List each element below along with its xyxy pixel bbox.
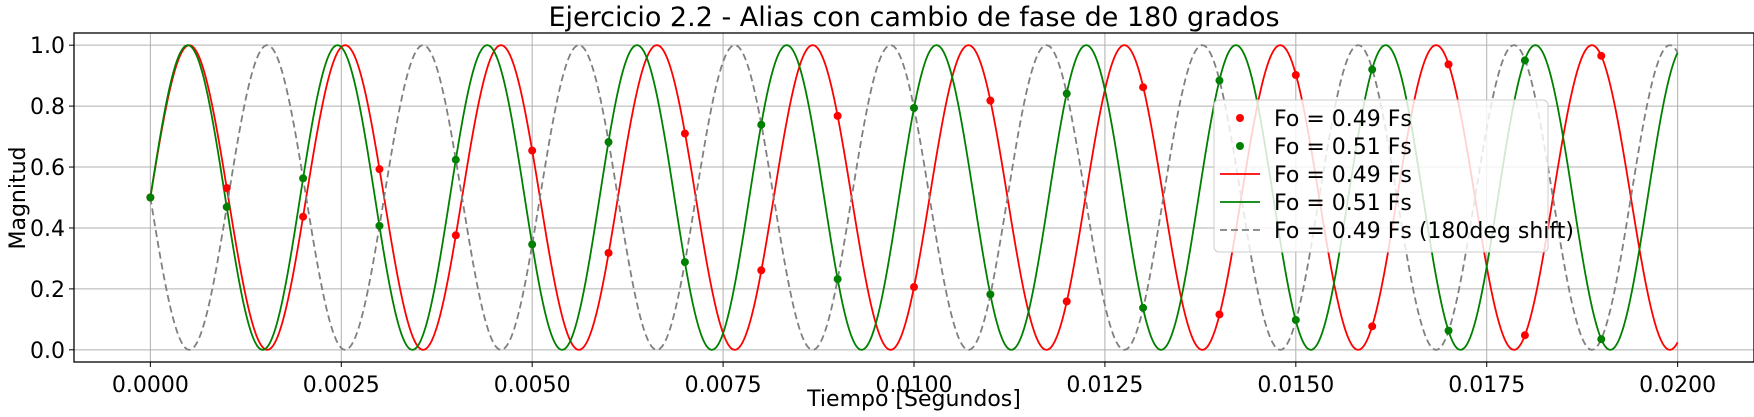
- sample-point-series-1: [833, 275, 842, 284]
- x-tick-label: 0.0200: [1639, 373, 1716, 398]
- y-tick-label: 0.4: [30, 217, 65, 242]
- sample-point-series-1: [375, 221, 384, 230]
- legend-box: [1213, 99, 1549, 253]
- sample-point-series-1: [910, 103, 918, 112]
- sample-point-series-1: [604, 138, 613, 147]
- legend-label: Fo = 0.51 Fs: [1274, 191, 1412, 216]
- sample-point-series-1: [680, 258, 689, 267]
- sample-point-series-0: [986, 96, 995, 105]
- sample-point-series-0: [1444, 60, 1453, 69]
- legend-label: Fo = 0.49 Fs (180deg shift): [1274, 219, 1574, 244]
- sample-point-series-0: [833, 111, 842, 120]
- x-tick-label: 0.0100: [876, 373, 953, 398]
- y-tick-label: 0.0: [30, 339, 65, 364]
- sample-point-series-0: [1062, 297, 1071, 306]
- plot-points: [146, 51, 1606, 344]
- sample-point-series-0: [680, 129, 689, 138]
- sample-point-series-1: [1444, 326, 1453, 335]
- y-axis-label: Magnitud: [6, 146, 31, 249]
- sample-point-series-0: [1597, 51, 1606, 60]
- legend-label: Fo = 0.49 Fs: [1274, 107, 1412, 132]
- sample-point-series-1: [986, 290, 995, 299]
- sample-point-series-0: [451, 231, 460, 240]
- sample-point-series-1: [1291, 315, 1300, 324]
- sample-point-series-0: [1291, 71, 1300, 80]
- legend-label: Fo = 0.49 Fs: [1274, 163, 1412, 188]
- legend-marker: [1236, 114, 1244, 122]
- sample-point-series-1: [299, 174, 308, 183]
- sample-point-series-1: [528, 240, 537, 249]
- sample-point-series-0: [757, 266, 766, 275]
- sample-point-series-0: [910, 283, 918, 292]
- y-tick-label: 0.6: [30, 156, 65, 181]
- sample-point-series-0: [528, 146, 537, 155]
- x-ticks: 0.0000 0.0025 0.0050 0.0075 0.0100 0.0125 0.01…: [112, 362, 1716, 398]
- x-tick-label: 0.0150: [1257, 373, 1334, 398]
- sample-point-series-1: [222, 202, 231, 211]
- y-tick-label: 0.8: [30, 95, 65, 120]
- x-tick-label: 0.0075: [685, 373, 762, 398]
- sample-point-series-0: [604, 248, 613, 257]
- sample-point-series-1: [146, 193, 155, 202]
- sample-point-series-0: [1215, 310, 1224, 319]
- sample-point-series-1: [757, 120, 766, 129]
- sample-point-series-1: [451, 155, 460, 164]
- sample-point-series-0: [1520, 331, 1529, 340]
- x-axis-label: Tiempo [Segundos]: [806, 387, 1021, 412]
- sample-point-series-0: [299, 212, 308, 221]
- legend-label: Fo = 0.51 Fs: [1274, 135, 1412, 160]
- sample-point-series-0: [1139, 83, 1148, 92]
- sample-point-series-1: [1368, 65, 1377, 74]
- chart-title: Ejercicio 2.2 - Alias con cambio de fase…: [548, 2, 1279, 33]
- x-tick-label: 0.0000: [112, 373, 189, 398]
- y-tick-label: 1.0: [30, 34, 65, 59]
- x-tick-label: 0.0050: [494, 373, 571, 398]
- x-tick-label: 0.0175: [1448, 373, 1525, 398]
- x-tick-label: 0.0125: [1066, 373, 1143, 398]
- sample-point-series-0: [222, 184, 231, 193]
- sample-point-series-1: [1215, 76, 1224, 85]
- sample-point-series-1: [1597, 335, 1606, 344]
- y-ticks: 0.0 0.2 0.4 0.6 0.8 1.0: [30, 34, 74, 364]
- legend: Fo = 0.49 Fs Fo = 0.51 Fs Fo = 0.49 Fs Fo =…: [1213, 99, 1574, 253]
- y-tick-label: 0.2: [30, 278, 65, 303]
- x-tick-label: 0.0025: [303, 373, 380, 398]
- sample-point-series-0: [375, 165, 384, 174]
- sample-point-series-1: [1062, 89, 1071, 98]
- sample-point-series-1: [1139, 303, 1148, 312]
- sample-point-series-0: [1368, 322, 1377, 331]
- sample-point-series-1: [1520, 56, 1529, 65]
- legend-marker: [1236, 142, 1244, 150]
